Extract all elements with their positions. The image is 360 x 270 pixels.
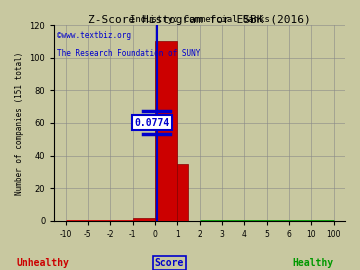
Bar xyxy=(177,164,189,221)
Bar xyxy=(155,41,177,221)
Y-axis label: Number of companies (151 total): Number of companies (151 total) xyxy=(15,51,24,195)
Text: Industry: Commercial Banks: Industry: Commercial Banks xyxy=(130,15,270,24)
Bar xyxy=(132,218,155,221)
Text: The Research Foundation of SUNY: The Research Foundation of SUNY xyxy=(57,49,201,58)
Text: Unhealthy: Unhealthy xyxy=(17,258,69,268)
Text: 0.0774: 0.0774 xyxy=(134,118,169,128)
Text: Score: Score xyxy=(154,258,184,268)
Title: Z-Score Histogram for ESBK (2016): Z-Score Histogram for ESBK (2016) xyxy=(88,15,311,25)
Text: Healthy: Healthy xyxy=(293,258,334,268)
Text: ©www.textbiz.org: ©www.textbiz.org xyxy=(57,31,131,40)
